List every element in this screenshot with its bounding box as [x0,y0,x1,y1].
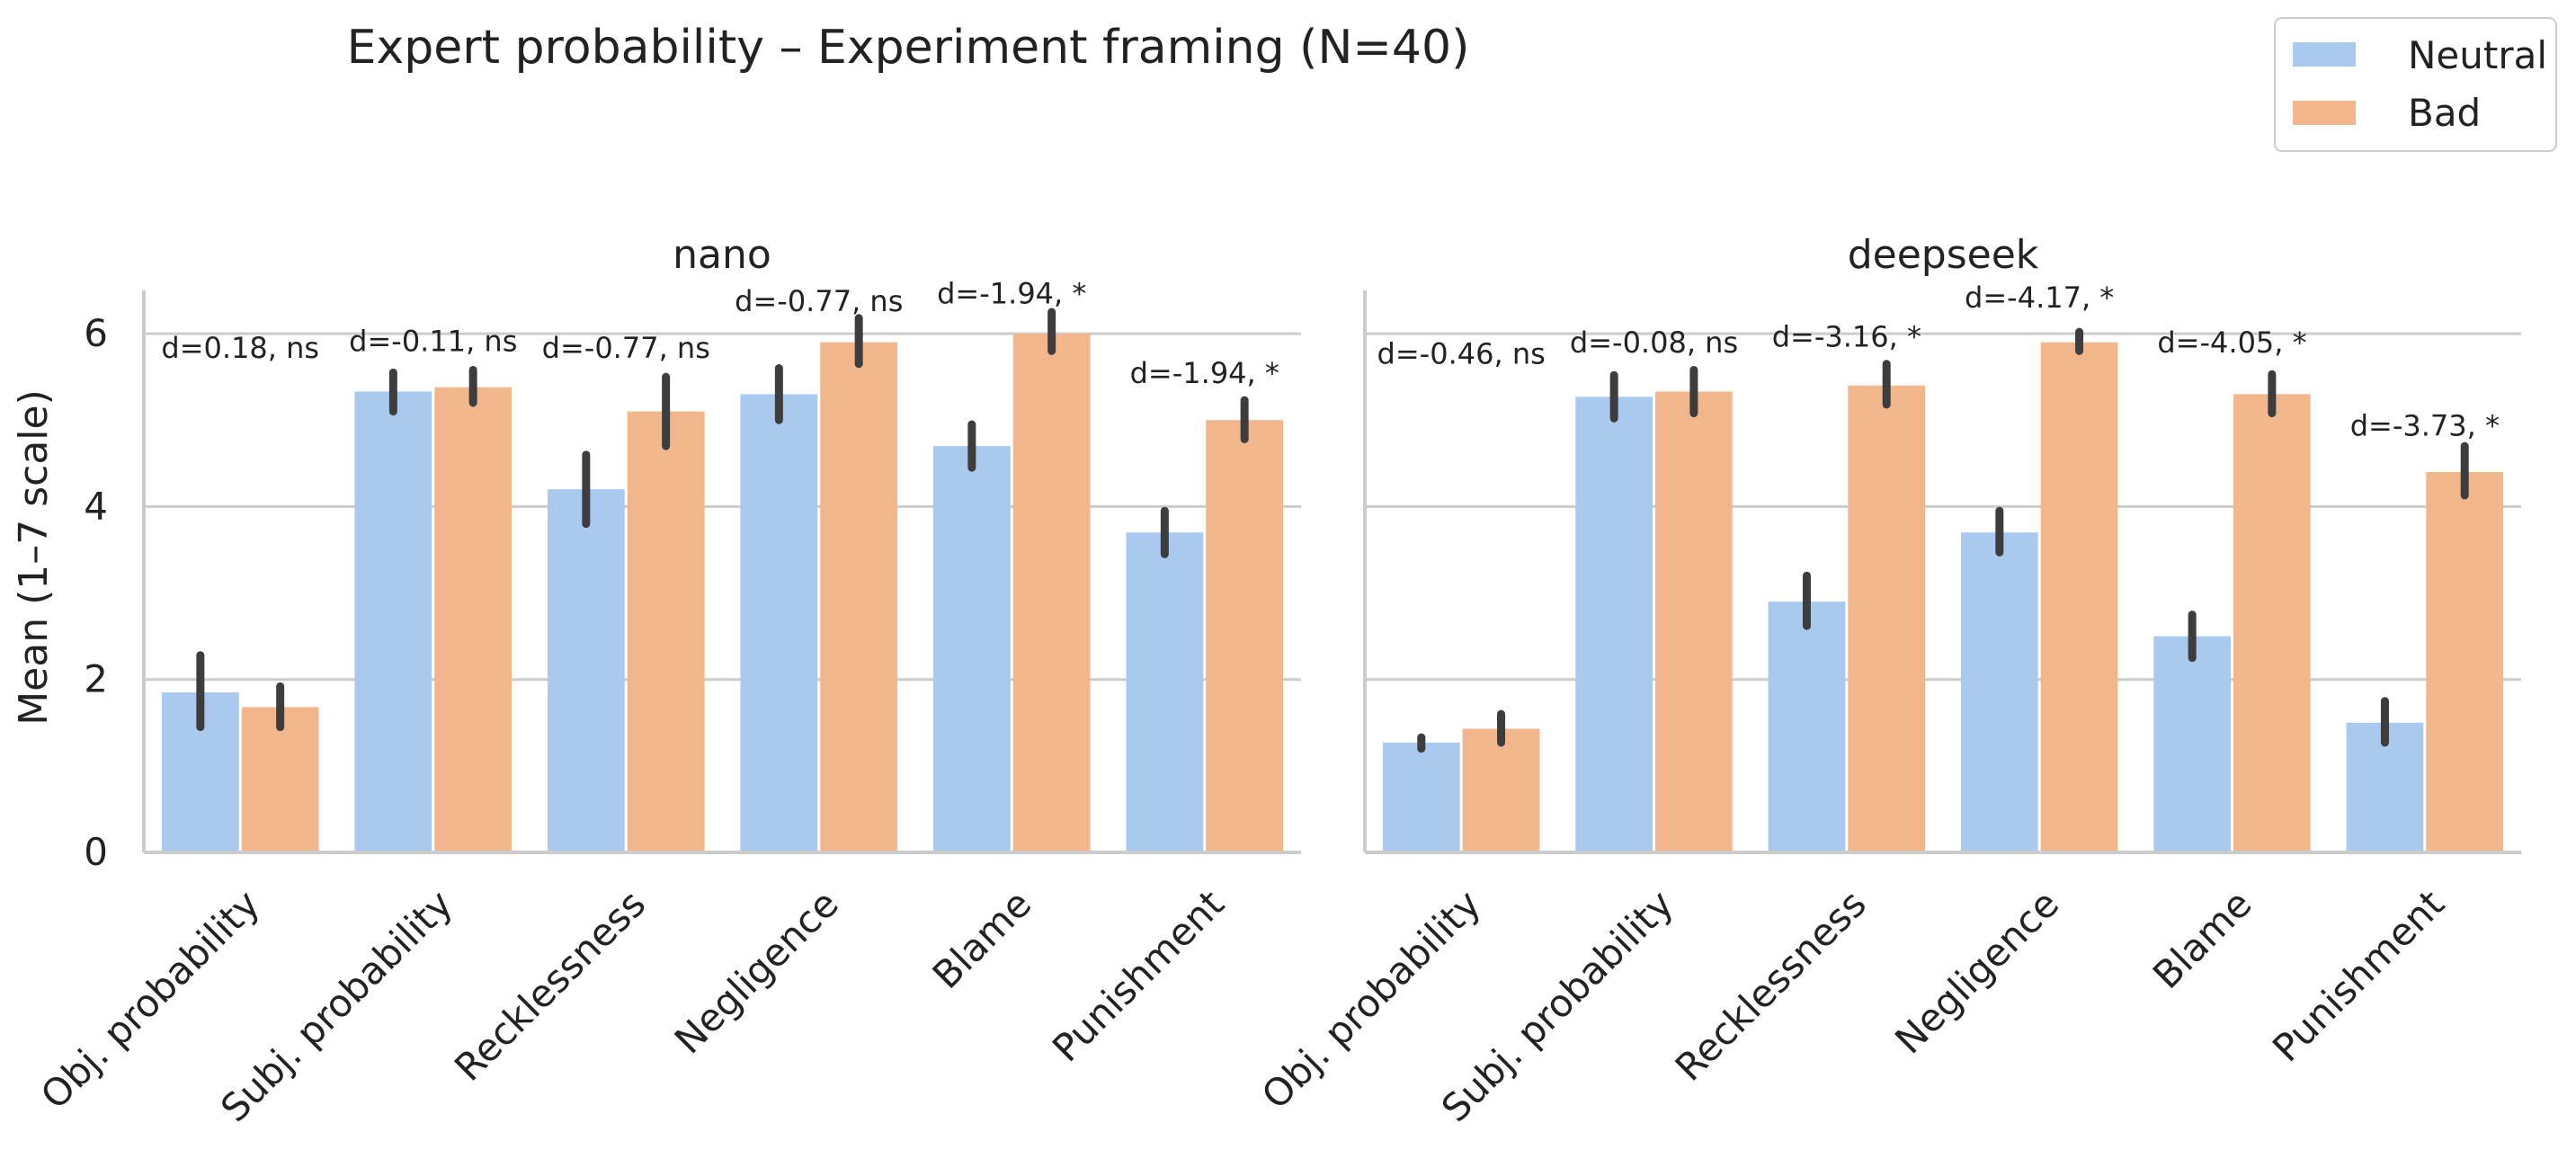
x-tick-label: Negligence [666,881,847,1062]
effect-size-label: d=-0.46, ns [1377,337,1546,371]
legend: Neutral Bad [2274,17,2557,152]
effect-size-label: d=-0.08, ns [1570,325,1738,360]
legend-swatch-neutral [2293,42,2356,67]
panel-bars-deepseek [1382,342,2504,852]
bar-neutral [740,394,818,852]
effect-size-label: d=-0.11, ns [349,324,517,358]
y-tick-label: 4 [84,484,108,528]
effect-size-label: d=-3.16, * [1772,320,1921,354]
panel-annotations-nano: d=0.18, ns d=-0.11, ns d=-0.77, ns d=-0.77,… [161,276,1279,389]
legend-swatch-bad [2293,101,2356,125]
bar-neutral [1960,532,2038,852]
panel-title-nano: nano [673,232,771,278]
effect-size-label: d=0.18, ns [161,331,319,365]
bar-bad [2426,471,2504,852]
effect-size-label: d=-1.94, * [1130,356,1279,390]
panel-axes-nano [142,290,1301,854]
y-axis-label: Mean (1–7 scale) [11,389,57,726]
bar-bad [2233,394,2311,852]
bar-neutral [932,446,1011,852]
bar-neutral [1126,532,1204,852]
bar-bad [627,411,705,852]
panel-nano: nano d=0.18, ns d=-0.11, ns d=-0.77, ns d=-… [32,232,1301,1130]
panel-grid-deepseek [1365,332,2521,682]
bar-bad [820,342,898,852]
panel-annotations-deepseek: d=-0.46, ns d=-0.08, ns d=-3.16, * d=-4.17,… [1377,281,2500,442]
panel-grid-nano [144,332,1301,682]
effect-size-label: d=-4.05, * [2157,325,2306,360]
panel-title-deepseek: deepseek [1848,232,2039,278]
x-tick-label: Punishment [1044,881,1233,1070]
y-tick-label: 0 [84,830,108,874]
figure-title: Expert probability – Experiment framing … [347,21,1470,75]
effect-size-label: d=-4.17, * [1965,281,2114,315]
panel-bars-nano [161,334,1284,853]
effect-size-label: d=-0.77, ns [735,284,903,318]
x-tick-label: Negligence [1886,881,2067,1062]
bar-neutral [1382,742,1460,852]
legend-label-bad: Bad [2408,91,2481,135]
legend-label-neutral: Neutral [2408,33,2547,77]
x-tick-label: Blame [2144,881,2260,997]
panel-axes-deepseek [1363,290,2521,854]
bar-bad [1206,420,1284,852]
panel-yticks-nano: 0 2 4 6 [84,311,108,874]
effect-size-label: d=-1.94, * [937,276,1086,310]
x-tick-label: Blame [924,881,1040,997]
effect-size-label: d=-0.77, ns [542,331,710,365]
x-tick-label: Punishment [2264,881,2453,1070]
y-tick-label: 6 [84,311,108,355]
bar-bad [1655,391,1733,852]
bar-bad [1848,385,1926,852]
bar-neutral [547,489,625,852]
panel-errorbars-deepseek [1417,327,2469,753]
bar-neutral [1575,397,1653,852]
bar-bad [241,707,319,852]
bar-bad [1462,728,1540,852]
x-tick-label: Recklessness [1667,881,1875,1089]
bar-neutral [354,391,432,852]
panel-deepseek: deepseek d=-0.46, ns d=-0.08, ns d=-3.16, … [1253,232,2521,1130]
x-tick-label: Recklessness [446,881,654,1089]
bar-bad [1012,334,1091,853]
bar-neutral [1768,602,1846,852]
bar-neutral [2153,636,2231,852]
effect-size-label: d=-3.73, * [2350,409,2500,443]
y-tick-label: 2 [84,657,108,701]
bar-bad [2040,342,2118,852]
panel-errorbars-nano [196,308,1249,732]
bar-bad [434,387,513,852]
